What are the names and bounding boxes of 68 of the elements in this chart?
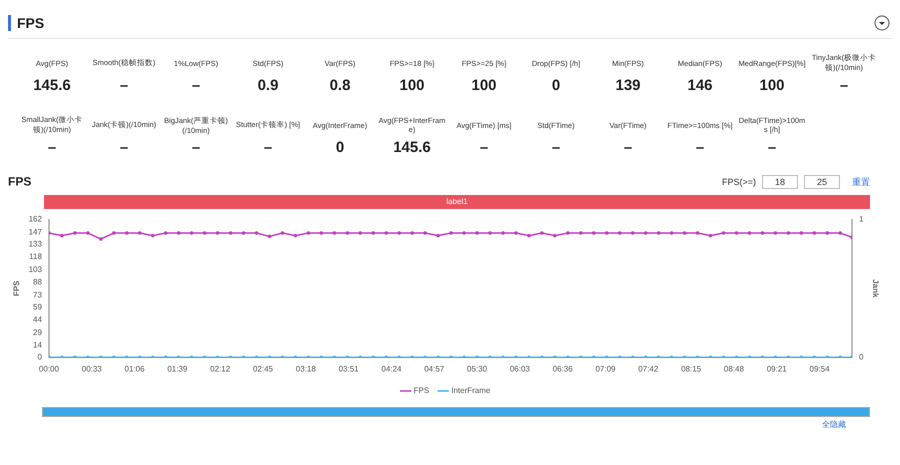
text: – — [840, 77, 848, 94]
x-tick-label: 09:21 — [766, 364, 788, 374]
y2-tick-label: 0 — [858, 352, 864, 362]
x-tick-label: 06:36 — [552, 364, 574, 374]
text: – — [192, 77, 200, 94]
x-tick-label: 02:12 — [210, 364, 231, 374]
x-tick-label: 03:51 — [338, 364, 360, 374]
x-tick-label: 00:00 — [38, 364, 60, 374]
x-tick-label: 01:39 — [167, 364, 188, 374]
x-tick-label: 01:06 — [124, 364, 146, 374]
y-tick-label: 147 — [28, 227, 42, 236]
text: 100 — [399, 77, 425, 94]
x-tick-label: 03:18 — [296, 364, 316, 374]
y-tick-label: 59 — [33, 302, 42, 312]
legend-label: InterFrame — [451, 386, 491, 396]
text: 145.6 — [393, 139, 431, 156]
x-tick-label: 08:48 — [724, 364, 744, 374]
text: 100 — [471, 77, 497, 94]
y-tick-label: 29 — [33, 328, 42, 337]
text: 139 — [615, 77, 641, 94]
x-tick-label: 02:45 — [252, 364, 274, 374]
text: – — [192, 139, 200, 156]
legend-label: FPS — [414, 386, 430, 396]
number-field: 25 — [804, 175, 840, 189]
y-tick-label: 162 — [28, 214, 42, 224]
text: FPS — [17, 15, 44, 31]
text: 146 — [687, 77, 713, 94]
text: 0 — [336, 139, 344, 156]
x-tick-label: 04:24 — [381, 364, 402, 374]
x-tick-label: 05:30 — [467, 364, 488, 374]
x-tick-label: 07:09 — [595, 364, 616, 374]
x-tick-label: 06:03 — [510, 364, 530, 374]
x-tick-label: 00:33 — [82, 364, 102, 374]
text: 100 — [759, 77, 785, 94]
text: – — [552, 139, 560, 156]
text: FPS(>=) — [722, 177, 756, 187]
y2-axis-title: Jank — [870, 279, 880, 298]
y-tick-label: 103 — [28, 264, 42, 274]
y-tick-label: 0 — [37, 352, 42, 362]
text: 0 — [552, 77, 560, 94]
text: 全隐藏 — [821, 419, 846, 430]
text: – — [48, 139, 56, 156]
text: 0.9 — [258, 77, 278, 94]
y2-tick-label: 1 — [858, 214, 864, 224]
x-tick-label: 07:42 — [638, 364, 659, 374]
y-tick-label: 14 — [33, 340, 42, 350]
text: – — [624, 139, 632, 156]
y-tick-label: 44 — [33, 315, 42, 324]
x-tick-label: 09:54 — [810, 364, 830, 374]
text: – — [120, 77, 128, 94]
text: – — [480, 139, 488, 156]
y-tick-label: 118 — [29, 252, 42, 262]
y-axis-title: FPS — [12, 280, 22, 296]
y-tick-label: 88 — [33, 278, 42, 287]
text: – — [120, 139, 128, 156]
x-tick-label: 08:15 — [681, 364, 702, 374]
text: – — [768, 139, 776, 156]
text: – — [264, 139, 272, 156]
y-tick-label: 133 — [28, 239, 42, 248]
number-field: 18 — [762, 175, 798, 189]
x-tick-label: 04:57 — [424, 364, 445, 374]
text: 重置 — [852, 176, 870, 188]
text: 145.6 — [33, 77, 71, 94]
text: – — [696, 139, 704, 156]
text: label1 — [44, 195, 870, 209]
text: 0.8 — [330, 77, 350, 94]
chart-title: FPS — [8, 174, 32, 189]
y-tick-label: 73 — [33, 290, 42, 300]
